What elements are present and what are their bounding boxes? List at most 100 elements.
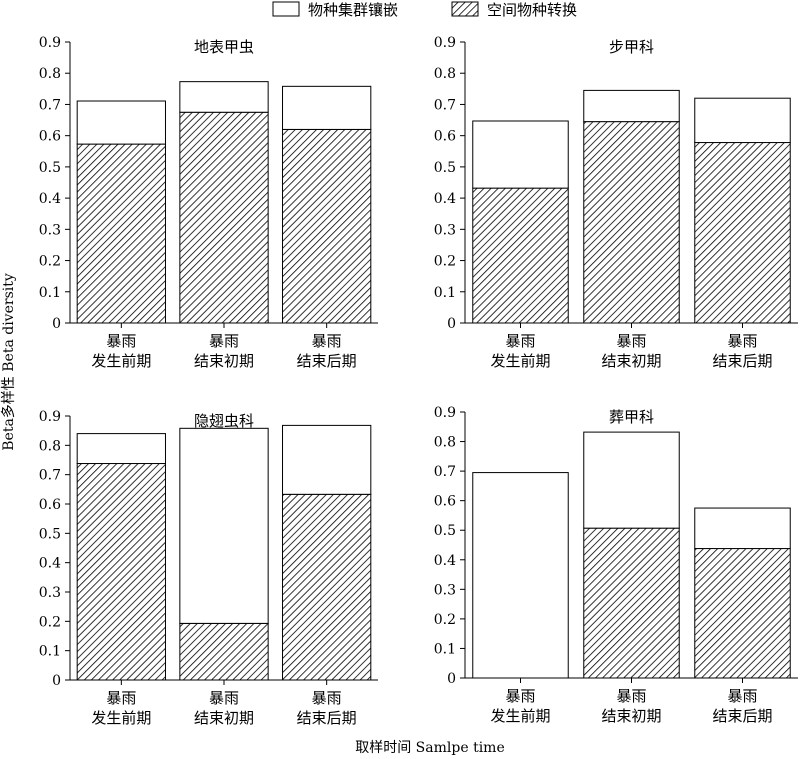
y-tick-label: 0.5 — [39, 526, 61, 542]
y-tick-label: 0.2 — [39, 614, 61, 630]
bar-turnover — [76, 143, 166, 324]
y-tick-label: 0 — [447, 671, 456, 687]
x-tick-label: 暴雨 — [616, 332, 646, 350]
y-tick-label: 0.5 — [39, 160, 61, 176]
y-tick-label: 0.8 — [434, 435, 456, 451]
x-tick-label: 暴雨 — [312, 689, 342, 707]
x-tick-label: 暴雨 — [727, 687, 757, 705]
y-tick-label: 0.4 — [434, 553, 456, 569]
y-tick-label: 0.3 — [434, 222, 456, 238]
x-tick-label: 暴雨 — [505, 332, 535, 350]
x-tick-label: 发生前期 — [490, 352, 550, 370]
y-tick-label: 0.9 — [39, 409, 61, 425]
panel-title: 隐翅虫科 — [194, 412, 254, 430]
bar-nestedness — [583, 431, 680, 529]
bar-turnover — [282, 493, 372, 681]
y-tick-label: 0.8 — [39, 66, 61, 82]
y-tick-label: 0.1 — [39, 644, 61, 660]
bar-nestedness — [76, 433, 166, 465]
bar-turnover — [179, 622, 269, 681]
legend-swatch-hatch — [451, 1, 479, 17]
y-tick-label: 0.1 — [434, 285, 456, 301]
y-tick-label: 0 — [52, 673, 61, 689]
y-tick-label: 0.4 — [39, 191, 61, 207]
y-tick-label: 0.8 — [39, 438, 61, 454]
y-tick-label: 0.7 — [434, 464, 456, 480]
bar-turnover — [583, 121, 680, 324]
x-tick-label: 暴雨 — [727, 332, 757, 350]
x-tick-label: 结束后期 — [712, 707, 772, 725]
x-tick-label: 发生前期 — [91, 352, 151, 370]
y-tick-label: 0.6 — [434, 494, 456, 510]
panel-title: 步甲科 — [609, 38, 654, 56]
legend: 物种集群镶嵌 空间物种转换 — [272, 1, 577, 19]
bar-turnover — [583, 527, 680, 679]
bar-nestedness — [282, 424, 372, 495]
x-tick-label: 暴雨 — [106, 689, 136, 707]
y-tick-label: 0 — [52, 316, 61, 332]
y-tick-label: 0 — [447, 316, 456, 332]
x-tick-label: 结束初期 — [194, 709, 254, 727]
y-tick-label: 0.4 — [434, 191, 456, 207]
y-tick-label: 0.6 — [39, 129, 61, 145]
bar-nestedness — [583, 89, 680, 123]
x-tick-label: 结束初期 — [601, 352, 661, 370]
y-tick-label: 0.7 — [39, 468, 61, 484]
bar-turnover — [694, 142, 791, 324]
bar-nestedness — [694, 507, 791, 550]
panel-title: 葬甲科 — [609, 408, 654, 426]
y-tick-label: 0.7 — [434, 97, 456, 113]
legend-label: 空间物种转换 — [487, 1, 577, 19]
x-tick-label: 结束后期 — [297, 709, 357, 727]
y-tick-label: 0.1 — [434, 641, 456, 657]
x-tick-label: 发生前期 — [91, 709, 151, 727]
bar-nestedness — [76, 100, 166, 145]
y-tick-label: 0.2 — [434, 254, 456, 270]
y-tick-label: 0.5 — [434, 160, 456, 176]
x-tick-label: 暴雨 — [106, 332, 136, 350]
x-axis-label: 取样时间 Samlpe time — [355, 740, 505, 756]
x-tick-label: 结束初期 — [601, 707, 661, 725]
y-tick-label: 0.2 — [434, 612, 456, 628]
bar-nestedness — [282, 85, 372, 130]
x-tick-label: 结束后期 — [297, 352, 357, 370]
x-tick-label: 暴雨 — [209, 332, 239, 350]
bar-turnover — [179, 111, 269, 324]
x-tick-label: 结束初期 — [194, 352, 254, 370]
y-tick-label: 0.5 — [434, 523, 456, 539]
bar-nestedness — [179, 81, 269, 113]
x-tick-label: 暴雨 — [312, 332, 342, 350]
y-tick-label: 0.9 — [39, 35, 61, 51]
x-tick-label: 暴雨 — [209, 689, 239, 707]
y-tick-label: 0.4 — [39, 556, 61, 572]
bar-nestedness — [472, 120, 569, 189]
bar-turnover — [694, 548, 791, 679]
bar-turnover — [76, 463, 166, 681]
y-tick-label: 0.3 — [39, 585, 61, 601]
legend-label: 物种集群镶嵌 — [308, 1, 398, 19]
y-tick-label: 0.3 — [434, 582, 456, 598]
bar-turnover — [472, 187, 569, 324]
x-tick-label: 暴雨 — [616, 687, 646, 705]
y-tick-label: 0.9 — [434, 405, 456, 421]
x-tick-label: 暴雨 — [505, 687, 535, 705]
panel-title: 地表甲虫 — [194, 38, 254, 56]
bar-turnover — [282, 128, 372, 324]
x-tick-label: 结束后期 — [712, 352, 772, 370]
bar-nestedness — [694, 97, 791, 144]
y-axis-label: Beta多样性 Beta diversity — [0, 273, 17, 451]
y-tick-label: 0.3 — [39, 222, 61, 238]
y-tick-label: 0.6 — [434, 129, 456, 145]
y-tick-label: 0.6 — [39, 497, 61, 513]
y-tick-label: 0.1 — [39, 285, 61, 301]
bar-nestedness — [179, 427, 269, 624]
bar-nestedness — [472, 472, 569, 679]
x-tick-label: 发生前期 — [490, 707, 550, 725]
y-tick-label: 0.7 — [39, 97, 61, 113]
y-tick-label: 0.8 — [434, 66, 456, 82]
y-tick-label: 0.2 — [39, 254, 61, 270]
